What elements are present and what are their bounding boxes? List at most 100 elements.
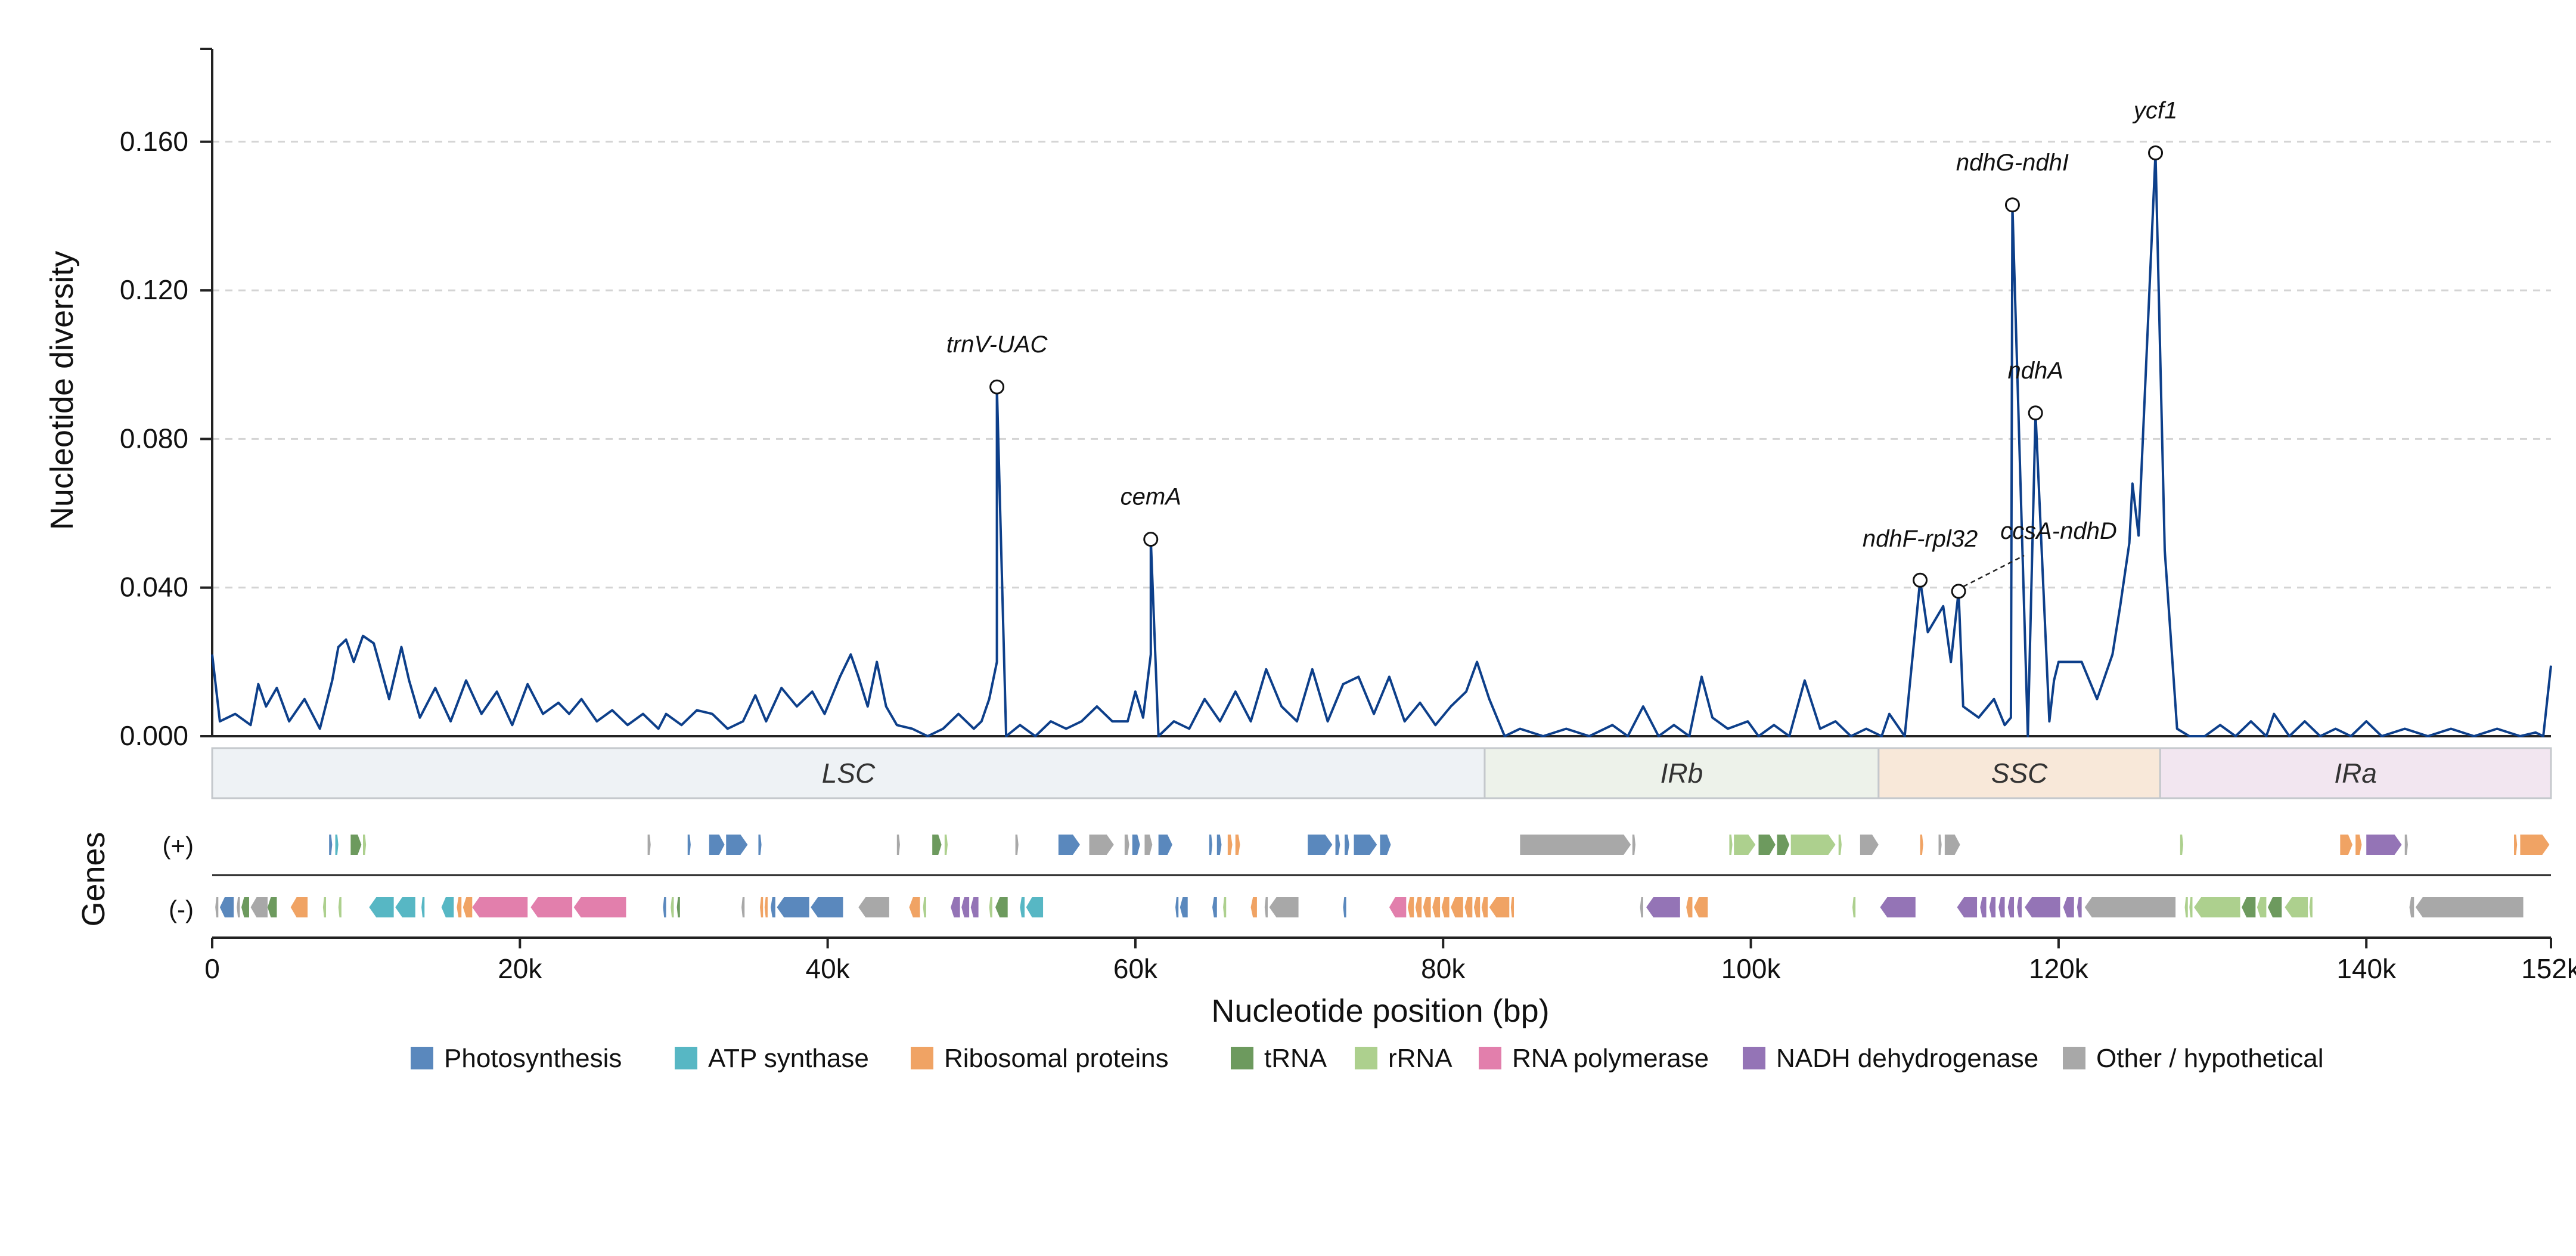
legend-swatch xyxy=(911,1047,933,1069)
gene-feature xyxy=(1464,897,1473,917)
gene-feature xyxy=(530,897,573,917)
legend-label: ATP synthase xyxy=(708,1044,869,1073)
gene-feature xyxy=(2025,897,2060,917)
legend-swatch xyxy=(675,1047,697,1069)
gene-feature xyxy=(1015,835,1019,855)
peak-marker xyxy=(2004,197,2020,213)
gene-feature xyxy=(2084,897,2176,917)
gene-feature xyxy=(1308,835,1333,855)
gene-feature xyxy=(1335,835,1340,855)
gene-feature xyxy=(1451,897,1463,917)
gene-feature xyxy=(250,897,268,917)
gene-feature xyxy=(2257,897,2267,917)
gene-feature xyxy=(1777,835,1790,855)
gene-feature xyxy=(441,897,454,917)
plus-strand-label: (+) xyxy=(163,832,194,860)
gene-feature xyxy=(2409,897,2414,917)
gene-feature xyxy=(989,897,992,917)
region-label: IRa xyxy=(2334,758,2377,789)
gene-feature xyxy=(1158,835,1172,855)
legend-swatch xyxy=(1355,1047,1377,1069)
legend-layer: Photosynthesis ATP synthase Ribosomal prot… xyxy=(411,1044,2324,1073)
gene-feature xyxy=(2340,835,2352,855)
legend-swatch xyxy=(1231,1047,1253,1069)
peak-label: cemA xyxy=(1121,484,1181,510)
region-label: SSC xyxy=(1991,758,2048,789)
gene-feature xyxy=(1058,835,1081,855)
legend-label: tRNA xyxy=(1264,1044,1327,1073)
peak-marker xyxy=(1143,532,1159,547)
gene-feature xyxy=(1944,835,1960,855)
gene-feature xyxy=(1989,897,1996,917)
gene-feature xyxy=(463,897,473,917)
gene-feature xyxy=(2063,897,2074,917)
x-tick-label: 0 xyxy=(204,953,220,984)
gene-feature xyxy=(290,897,308,917)
gene-feature xyxy=(1790,835,1836,855)
gene-feature xyxy=(1209,835,1213,855)
gene-feature xyxy=(2077,897,2082,917)
gene-feature xyxy=(2184,897,2188,917)
legend-swatch xyxy=(1743,1047,1765,1069)
y-tick-label: 0.080 xyxy=(120,423,188,454)
gene-feature xyxy=(1432,897,1441,917)
gene-feature xyxy=(1473,897,1481,917)
gene-feature xyxy=(663,897,666,917)
gene-feature xyxy=(1144,835,1153,855)
gene-feature xyxy=(1264,897,1268,917)
y-axis-label: Nucleotide diversity xyxy=(44,251,80,530)
gene-feature xyxy=(2355,835,2362,855)
gene-feature xyxy=(2007,897,2015,917)
gene-feature xyxy=(1686,897,1693,917)
peak-label: ndhF-rpl32 xyxy=(1863,526,1978,552)
gene-feature xyxy=(237,897,240,917)
gene-feature xyxy=(995,897,1008,917)
gene-feature xyxy=(2285,897,2308,917)
gene-feature xyxy=(1235,835,1240,855)
region-label: IRb xyxy=(1661,758,1703,789)
gene-feature xyxy=(741,897,745,917)
legend-label: Ribosomal proteins xyxy=(944,1044,1169,1073)
gene-feature xyxy=(764,897,768,917)
gene-feature xyxy=(1132,835,1140,855)
gene-feature xyxy=(2267,897,2282,917)
gene-feature xyxy=(726,835,748,855)
gene-feature xyxy=(1227,835,1233,855)
peak-marker xyxy=(2028,405,2043,421)
x-axis-label: Nucleotide position (bp) xyxy=(1211,993,1549,1029)
y-tick-label: 0.000 xyxy=(120,720,188,751)
region-layer: LSC IRb SSC IRa xyxy=(211,747,2552,799)
gene-feature xyxy=(1223,897,1227,917)
gene-feature xyxy=(2415,897,2524,917)
gene-feature xyxy=(944,835,948,855)
legend-label: RNA polymerase xyxy=(1512,1044,1709,1073)
axes-layer: 0.000 0.040 0.080 0.120 0.160 xyxy=(120,48,2551,751)
gene-feature xyxy=(395,897,415,917)
gene-feature xyxy=(573,897,626,917)
gene-feature xyxy=(1423,897,1431,917)
x-tick-label: 152k xyxy=(2521,953,2576,984)
x-tick-label: 40k xyxy=(806,953,851,984)
gene-feature xyxy=(1020,897,1025,917)
gene-feature xyxy=(1938,835,1942,855)
gene-feature xyxy=(647,835,651,855)
gene-feature xyxy=(1250,897,1257,917)
gene-feature xyxy=(1758,835,1776,855)
gene-feature xyxy=(671,897,674,917)
gene-feature xyxy=(1729,835,1733,855)
grid-layer xyxy=(212,141,2551,589)
gene-feature xyxy=(2404,835,2408,855)
gene-feature xyxy=(1415,897,1422,917)
gene-feature xyxy=(709,835,725,855)
gene-feature xyxy=(1920,835,1923,855)
gene-feature xyxy=(2309,897,2313,917)
gene-feature xyxy=(909,897,920,917)
peak-marker xyxy=(989,379,1005,395)
gene-feature xyxy=(2520,835,2550,855)
gene-feature xyxy=(1212,897,1217,917)
gene-feature xyxy=(896,835,900,855)
gene-feature xyxy=(961,897,970,917)
gene-feature xyxy=(1345,835,1349,855)
gene-feature xyxy=(760,897,764,917)
